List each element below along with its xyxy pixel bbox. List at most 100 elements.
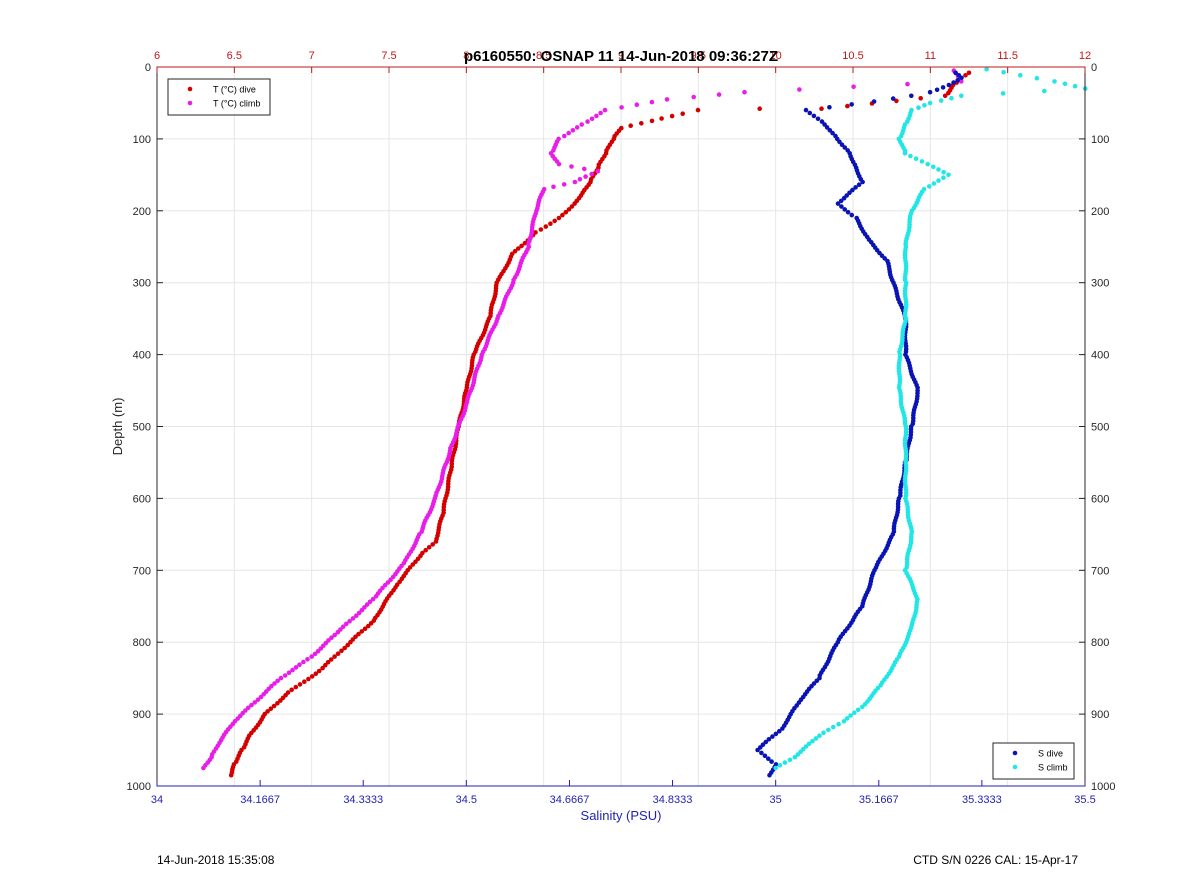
data-point — [664, 97, 670, 102]
data-point — [1018, 73, 1023, 78]
legend-label: T (°C) climb — [213, 99, 260, 109]
data-point — [810, 738, 815, 744]
data-point — [569, 204, 575, 209]
data-points — [201, 66, 1088, 778]
data-point — [347, 618, 352, 624]
data-point — [293, 665, 299, 670]
data-point — [602, 107, 608, 113]
data-point — [871, 99, 877, 104]
data-point — [811, 113, 817, 119]
data-point — [949, 95, 954, 101]
data-point — [423, 547, 429, 553]
y-tick-label-left: 200 — [133, 206, 151, 218]
data-point — [916, 105, 921, 110]
data-point — [905, 81, 910, 87]
data-point — [860, 704, 865, 710]
data-point — [548, 221, 553, 226]
data-point — [583, 174, 588, 179]
data-point — [844, 716, 850, 721]
data-point — [835, 201, 841, 206]
data-point — [819, 106, 824, 111]
data-point — [922, 103, 927, 108]
y-tick-label-left: 800 — [133, 637, 151, 649]
data-point — [628, 123, 633, 128]
data-point — [329, 635, 334, 640]
data-point — [278, 698, 283, 703]
data-point — [335, 629, 341, 635]
data-point — [966, 70, 972, 76]
x-top-tick-label: 7.5 — [381, 50, 396, 62]
y-tick-label-right: 400 — [1091, 350, 1109, 362]
data-point — [373, 594, 379, 599]
data-point — [370, 596, 376, 602]
data-point — [301, 659, 306, 665]
data-point — [433, 539, 439, 544]
data-point — [538, 227, 544, 232]
data-point — [946, 82, 952, 88]
data-point — [430, 542, 436, 547]
x-bottom-tick-label: 35.3333 — [962, 794, 1002, 806]
x-top-tick-label: 11.5 — [997, 50, 1018, 62]
data-point — [938, 98, 944, 103]
data-point — [1052, 79, 1057, 84]
x-top-tick-label: 6 — [154, 50, 160, 62]
y-tick-label-right: 500 — [1091, 422, 1109, 434]
data-point — [827, 105, 832, 110]
data-point — [839, 142, 845, 147]
data-point — [579, 122, 584, 127]
data-point — [766, 756, 771, 761]
data-point — [562, 133, 567, 139]
data-point — [762, 753, 768, 759]
data-point — [1001, 69, 1006, 75]
data-point — [309, 654, 315, 659]
x-top-tick-label: 9 — [618, 50, 624, 62]
data-point — [335, 651, 341, 656]
data-point — [845, 209, 851, 215]
data-point — [780, 726, 785, 731]
data-point — [797, 87, 802, 92]
data-point — [345, 642, 351, 648]
data-point — [368, 621, 374, 626]
data-point — [265, 709, 270, 714]
data-point — [763, 739, 769, 745]
data-point — [316, 668, 322, 674]
data-point — [275, 678, 281, 684]
x-top-tick-label: 6.5 — [227, 50, 242, 62]
data-point — [594, 113, 599, 119]
data-point — [306, 676, 311, 682]
data-point — [831, 724, 836, 730]
data-point — [258, 694, 264, 700]
data-point — [742, 89, 747, 95]
data-point — [426, 545, 432, 550]
data-point — [946, 90, 951, 96]
data-point — [356, 610, 362, 616]
x-bottom-tick-label: 34.5 — [456, 794, 477, 806]
data-point — [297, 662, 302, 667]
data-point — [770, 734, 775, 739]
data-point — [366, 623, 371, 629]
data-point — [359, 629, 365, 634]
y-tick-label-left: 700 — [133, 565, 151, 577]
data-point — [826, 727, 831, 733]
data-point — [902, 151, 908, 156]
data-point — [795, 752, 801, 757]
data-point — [838, 198, 844, 204]
data-point — [792, 754, 798, 760]
data-point — [290, 667, 295, 673]
data-point — [827, 128, 833, 133]
data-point — [849, 212, 855, 218]
data-point — [556, 161, 562, 167]
x-bottom-tick-label: 35 — [770, 794, 782, 806]
data-point — [759, 750, 764, 756]
legend-box — [167, 78, 271, 116]
x-axis-label-salinity: Salinity (PSU) — [581, 808, 662, 823]
data-point — [619, 105, 624, 110]
y-tick-label-left: 100 — [133, 134, 151, 146]
data-point — [271, 703, 277, 709]
data-point — [807, 110, 813, 116]
data-point — [252, 700, 258, 705]
data-point — [817, 733, 822, 738]
data-point — [572, 179, 578, 185]
data-point — [286, 670, 292, 676]
